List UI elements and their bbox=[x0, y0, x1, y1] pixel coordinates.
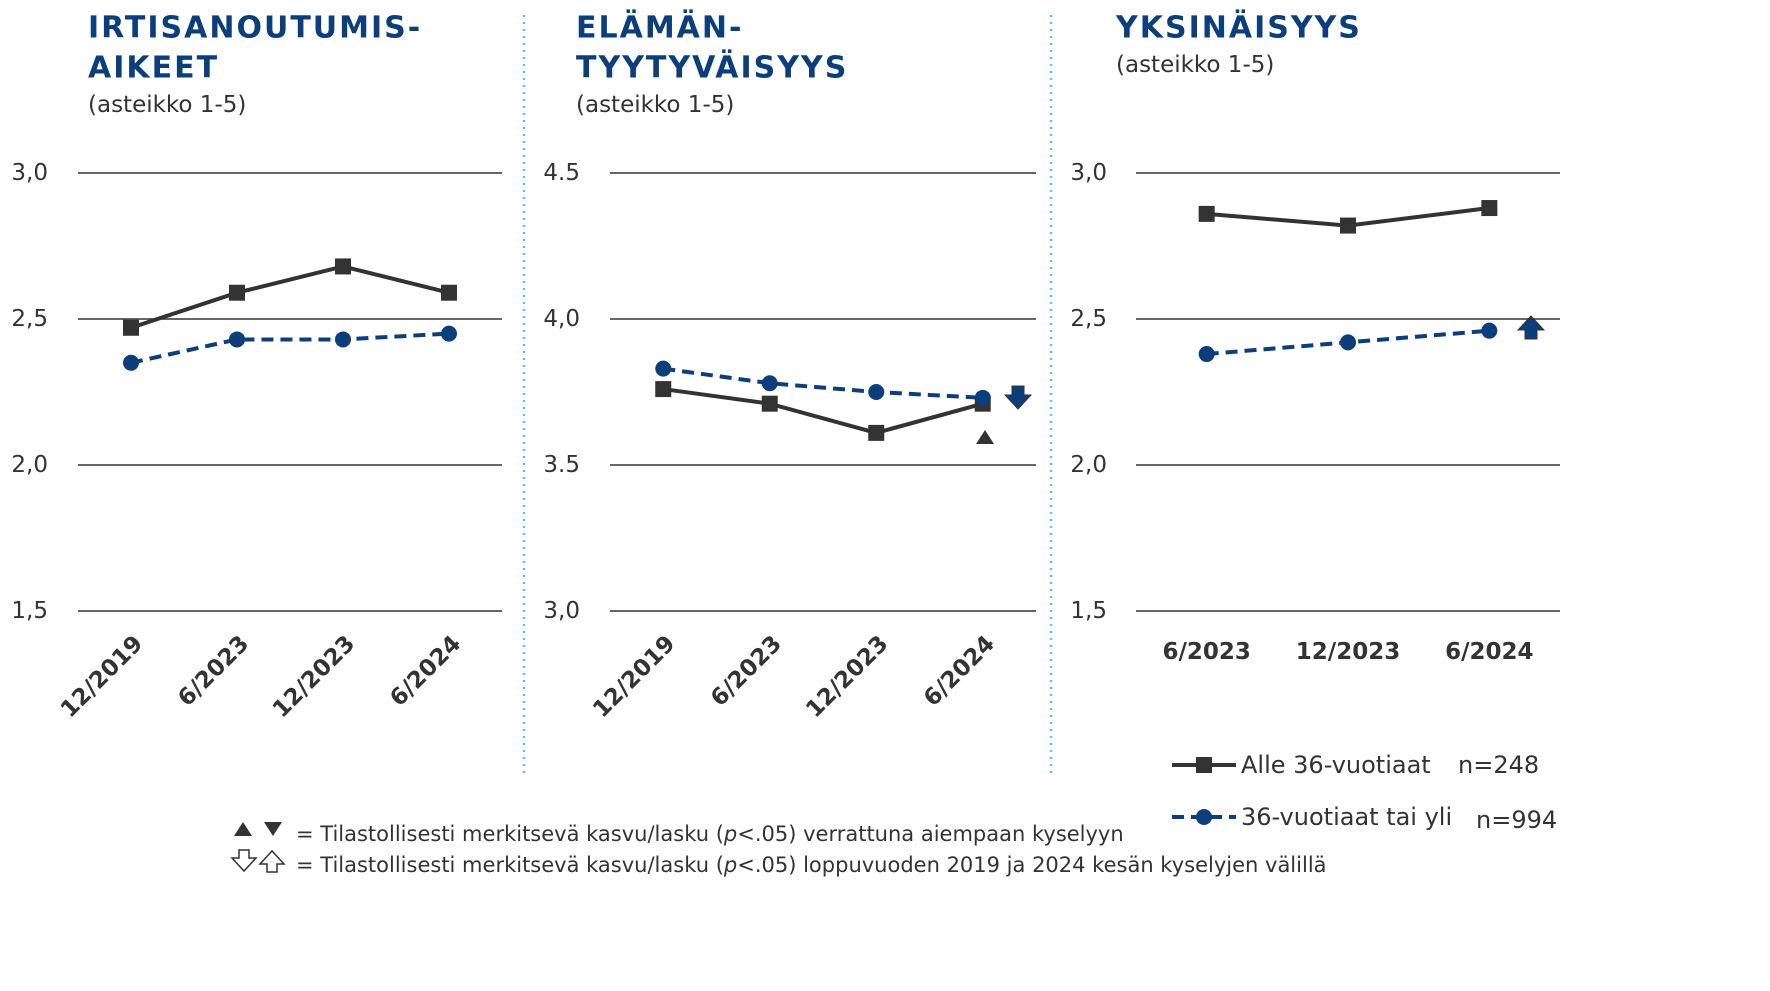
y-tick-label: 3,0 bbox=[11, 160, 48, 186]
series-line bbox=[130, 331, 450, 365]
point bbox=[1340, 334, 1356, 351]
significance-arrow-up bbox=[1516, 315, 1546, 340]
note-text: <.05) verrattuna aiempaan kyselyyn bbox=[737, 822, 1123, 846]
x-tick-label: 6/2024 bbox=[1445, 639, 1533, 665]
x-tick-label: 12/2023 bbox=[801, 631, 893, 723]
point bbox=[761, 375, 778, 392]
note-text: = Tilastollisesti merkitsevä kasvu/lasku… bbox=[296, 853, 724, 877]
y-tick-label: 2,5 bbox=[1070, 306, 1107, 332]
note-text: = Tilastollisesti merkitsevä kasvu/lasku… bbox=[296, 822, 724, 846]
point bbox=[868, 424, 885, 441]
point bbox=[655, 381, 672, 398]
significance-arrow-down bbox=[1003, 385, 1033, 410]
y-tick-label: 1,5 bbox=[11, 598, 48, 624]
series-line bbox=[662, 366, 983, 400]
x-tick-label: 6/2023 bbox=[706, 631, 787, 712]
note-icon bbox=[230, 849, 258, 873]
y-tick-label: 4.5 bbox=[543, 160, 580, 186]
x-tick-label: 12/2023 bbox=[268, 631, 360, 723]
note-text: p bbox=[723, 853, 737, 877]
point bbox=[441, 325, 457, 342]
y-tick-label: 3.5 bbox=[543, 452, 580, 478]
note-icon bbox=[234, 822, 252, 836]
chart-subtitle: (asteikko 1-5) bbox=[576, 92, 734, 118]
legend-marker bbox=[1196, 757, 1212, 773]
note: = Tilastollisesti merkitsevä kasvu/lasku… bbox=[296, 822, 1124, 846]
x-tick-label: 12/2019 bbox=[56, 631, 148, 723]
note: = Tilastollisesti merkitsevä kasvu/lasku… bbox=[296, 853, 1327, 877]
point bbox=[335, 258, 351, 275]
chart-title: YKSINÄISYYS bbox=[1115, 10, 1362, 46]
y-tick-label: 3,0 bbox=[543, 598, 580, 624]
point bbox=[123, 319, 139, 336]
point bbox=[761, 395, 778, 412]
y-tick-label: 3,0 bbox=[1070, 160, 1107, 186]
point bbox=[441, 284, 457, 301]
point bbox=[1198, 346, 1215, 363]
y-tick-label: 2,0 bbox=[11, 452, 48, 478]
x-tick-label: 6/2024 bbox=[919, 631, 1000, 712]
x-tick-label: 12/2023 bbox=[1296, 639, 1400, 665]
x-tick-label: 12/2019 bbox=[588, 631, 680, 723]
note-text: <.05) loppuvuoden 2019 ja 2024 kesän kys… bbox=[737, 853, 1326, 877]
y-tick-label: 2,0 bbox=[1070, 452, 1107, 478]
chart-title: TYYTYVÄISYYS bbox=[576, 50, 848, 86]
x-tick-label: 6/2024 bbox=[385, 631, 466, 712]
chart-title: ELÄMÄN- bbox=[576, 10, 743, 46]
point bbox=[655, 360, 672, 377]
note-text: p bbox=[723, 822, 737, 846]
series-line bbox=[130, 264, 450, 330]
point bbox=[229, 284, 245, 301]
legend-label: 36-vuotiaat tai yli bbox=[1241, 803, 1452, 831]
legend-label: Alle 36-vuotiaat bbox=[1241, 751, 1431, 779]
chart-subtitle: (asteikko 1-5) bbox=[88, 92, 246, 118]
x-tick-label: 6/2023 bbox=[1162, 639, 1250, 665]
point bbox=[1198, 205, 1215, 222]
legend-count: n=994 bbox=[1476, 806, 1557, 834]
note-icon bbox=[258, 849, 286, 873]
point bbox=[123, 354, 139, 371]
y-tick-label: 2,5 bbox=[11, 306, 48, 332]
chart-title: IRTISANOUTUMIS- bbox=[88, 11, 422, 46]
chart-subtitle: (asteikko 1-5) bbox=[1116, 52, 1274, 78]
chart-title: AIKEET bbox=[88, 51, 219, 86]
point bbox=[229, 331, 245, 348]
point bbox=[1481, 322, 1498, 339]
x-tick-label: 6/2023 bbox=[173, 631, 254, 712]
y-tick-label: 1,5 bbox=[1070, 598, 1107, 624]
legend-count: n=248 bbox=[1458, 751, 1539, 779]
point bbox=[1481, 200, 1498, 217]
point bbox=[868, 384, 885, 400]
note-icon bbox=[264, 822, 282, 836]
y-tick-label: 4,0 bbox=[543, 306, 580, 332]
series-line bbox=[662, 387, 984, 435]
point bbox=[974, 389, 991, 406]
significance-up bbox=[976, 430, 994, 444]
point bbox=[1340, 217, 1356, 234]
point bbox=[335, 331, 351, 348]
legend-marker bbox=[1196, 809, 1212, 825]
